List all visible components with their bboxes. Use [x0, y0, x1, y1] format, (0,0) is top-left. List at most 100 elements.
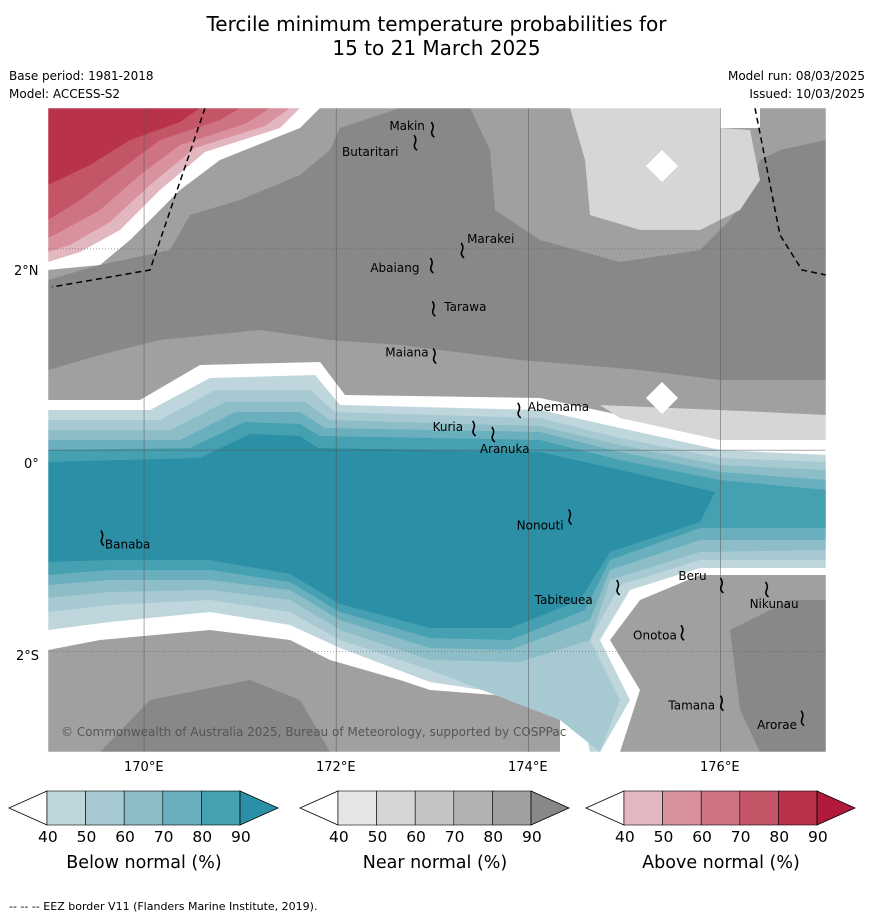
island-outline [471, 420, 477, 437]
colorbar-swatch [453, 790, 493, 826]
island-label-kuria: Kuria [433, 420, 464, 434]
issued-date: Issued: 10/03/2025 [749, 87, 865, 101]
base-period: Base period: 1981-2018 [9, 69, 154, 83]
colorbar-swatch [778, 790, 818, 826]
island-label-makin: Makin [389, 119, 425, 133]
island-outline [680, 624, 685, 641]
colorbar-swatch [46, 790, 86, 826]
island-label-nonouti: Nonouti [517, 519, 564, 533]
island-label-butaritari: Butaritari [342, 145, 399, 159]
colorbar-swatch [623, 790, 663, 826]
title-line-1: Tercile minimum temperature probabilitie… [206, 12, 667, 36]
lon-tick-170: 170°E [124, 760, 164, 775]
island-label-tabiteuea: Tabiteuea [534, 593, 593, 607]
graticule [48, 108, 826, 752]
colorbar-max-extension [239, 790, 279, 826]
colorbar-min-extension [8, 790, 48, 826]
lat-tick-2s: 2°S [16, 649, 40, 664]
near-normal-east-light [600, 405, 826, 440]
colorbar-tick-label: 40 [38, 828, 58, 846]
island-label-beru: Beru [678, 569, 706, 583]
colorbar-swatch [739, 790, 779, 826]
island-outline [413, 134, 418, 151]
near-normal-40-east [646, 382, 678, 414]
map-area [48, 108, 826, 752]
island-label-marakei: Marakei [467, 232, 514, 246]
colorbar-swatch [162, 790, 202, 826]
near-normal-40-edge [720, 108, 760, 128]
map-frame [47, 107, 827, 753]
eez-border-west [51, 107, 206, 288]
islands: Makin Butaritari Marakei Abaiang Tarawa Maian… [100, 119, 805, 732]
island-outline [431, 300, 436, 317]
colorbar-swatch [123, 790, 164, 826]
copyright-notice: © Commonwealth of Australia 2025, Bureau… [61, 725, 566, 739]
colorbar-tick-label: 60 [115, 828, 135, 846]
below-normal-region [48, 362, 826, 752]
colorbar-swatch [662, 790, 702, 826]
island-outline [616, 579, 621, 596]
lat-tick-2n: 2°N [14, 264, 39, 279]
island-label-banaba: Banaba [105, 538, 151, 552]
colorbar-swatch [700, 790, 741, 826]
colorbar-tick-label: 50 [367, 828, 388, 846]
map-title: Tercile minimum temperature probabilitie… [0, 12, 873, 60]
lon-tick-174: 174°E [508, 760, 548, 775]
island-label-abaiang: Abaiang [370, 261, 419, 275]
lon-tick-172: 172°E [316, 760, 356, 775]
colorbar-max-extension [530, 790, 570, 826]
lat-tick-0: 0° [24, 457, 39, 472]
island-outline [430, 121, 435, 138]
colorbar-tick-label: 40 [329, 828, 349, 846]
colorbar-min-extension [299, 790, 339, 826]
colorbar-label-above: Above normal (%) [642, 853, 800, 873]
title-line-2: 15 to 21 March 2025 [332, 36, 541, 60]
colorbar-tick-label: 80 [192, 828, 213, 846]
colorbar-tick-label: 80 [483, 828, 504, 846]
colorbar-tick-label: 40 [615, 828, 635, 846]
near-normal-south-dark [100, 680, 330, 752]
island-outline [432, 348, 437, 365]
island-label-onotoa: Onotoa [633, 628, 677, 642]
colorbar-min-extension [585, 790, 625, 826]
island-label-abemama: Abemama [528, 400, 589, 414]
colorbar-swatch [492, 790, 532, 826]
colorbar-tick-label: 50 [76, 828, 97, 846]
colorbar-label-near: Near normal (%) [362, 853, 508, 873]
island-outline [764, 581, 770, 598]
island-label-tarawa: Tarawa [443, 300, 486, 314]
colorbar-tick-label: 90 [522, 828, 542, 846]
island-label-aranuka: Aranuka [480, 442, 530, 456]
colorbar-tick-label: 90 [808, 828, 828, 846]
island-outline [719, 577, 724, 594]
colorbar-swatch [201, 790, 241, 826]
colorbar-tick-label: 80 [769, 828, 790, 846]
island-label-nikunau: Nikunau [750, 597, 799, 611]
model-run: Model run: 08/03/2025 [727, 69, 865, 83]
colorbar-swatch [337, 790, 377, 826]
colorbar-tick-label: 70 [444, 828, 465, 846]
above-normal-region [48, 108, 320, 270]
island-label-arorae: Arorae [757, 718, 797, 732]
colorbar-tick-label: 60 [406, 828, 426, 846]
eez-border-east [754, 107, 827, 276]
island-outline [719, 695, 724, 712]
island-outline [429, 257, 434, 274]
eez-border [51, 107, 827, 288]
island-outline [568, 509, 573, 526]
colorbar-swatch [85, 790, 125, 826]
colorbar-label-below: Below normal (%) [66, 853, 222, 873]
island-label-tamana: Tamana [667, 699, 715, 713]
island-outline [517, 402, 522, 419]
colorbar-tick-label: 70 [730, 828, 751, 846]
near-normal-40-spot [646, 150, 678, 182]
island-outline [800, 710, 805, 727]
eez-footnote: -- -- -- EEZ border V11 (Flanders Marine… [9, 900, 318, 913]
island-label-maiana: Maiana [385, 346, 428, 360]
colorbar-tick-label: 90 [231, 828, 251, 846]
below-normal-90 [48, 434, 715, 628]
above-normal-90 [48, 108, 200, 185]
island-outline [491, 426, 496, 443]
